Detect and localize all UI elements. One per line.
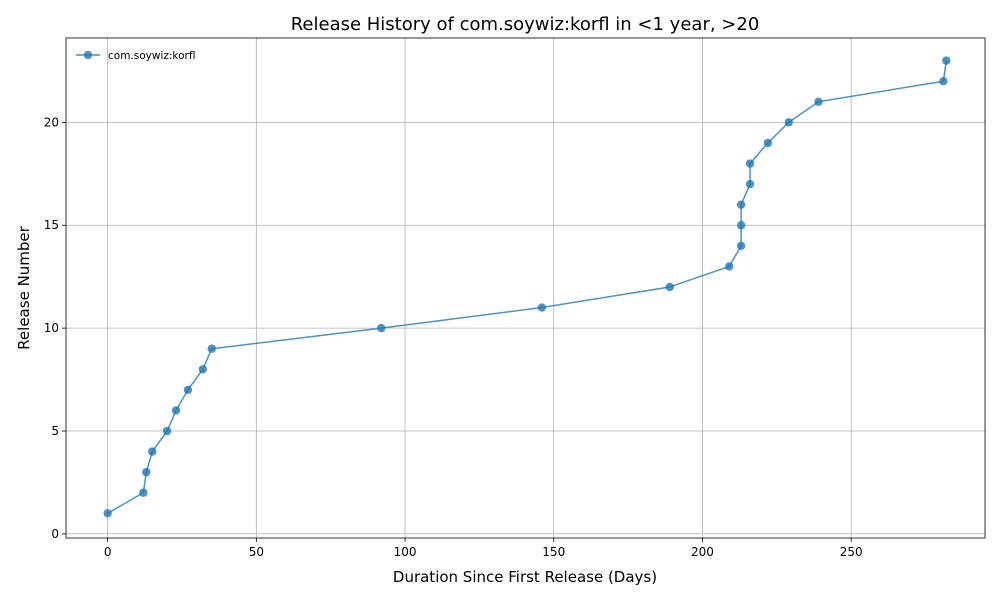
data-point	[745, 179, 755, 189]
data-point	[736, 241, 746, 251]
plot-frame	[65, 37, 986, 539]
data-point	[814, 97, 823, 106]
legend-marker	[83, 50, 93, 60]
data-point	[183, 385, 193, 395]
y-tick-label: 20	[44, 115, 59, 129]
data-point	[725, 262, 734, 271]
x-tick-label: 200	[691, 545, 714, 559]
data-point	[207, 344, 216, 353]
data-point	[377, 323, 386, 333]
x-axis-title: Duration Since First Release (Days)	[393, 568, 657, 586]
legend: com.soywiz:korfl	[76, 50, 196, 62]
data-point	[763, 138, 773, 148]
data-point	[784, 118, 793, 127]
data-point	[942, 56, 951, 65]
data-point	[162, 426, 172, 436]
y-tick-label: 15	[44, 218, 59, 232]
y-tick-label: 5	[51, 424, 59, 438]
data-point	[198, 365, 208, 374]
x-tick-label: 100	[394, 545, 417, 559]
data-point	[103, 509, 112, 518]
data-point	[665, 282, 674, 292]
data-point	[148, 447, 157, 456]
data-point	[139, 488, 148, 497]
y-tick-label: 10	[44, 321, 59, 335]
data-point	[736, 200, 746, 209]
legend-label: com.soywiz:korfl	[108, 50, 196, 62]
data-point	[939, 77, 948, 86]
data-point	[171, 406, 181, 415]
grid	[66, 38, 985, 538]
ticks: 0 50 100 150 200 250 0 5 10 15 20	[44, 115, 863, 559]
data-point	[142, 467, 151, 477]
x-tick-label: 250	[840, 545, 863, 559]
data-point	[736, 221, 746, 230]
series-layer	[103, 56, 951, 518]
x-tick-label: 0	[104, 545, 112, 559]
x-tick-label: 150	[542, 545, 565, 559]
data-point	[745, 159, 755, 168]
y-axis-title: Release Number	[15, 225, 33, 349]
chart-title: Release History of com.soywiz:korfl in <…	[291, 14, 760, 35]
y-tick-label: 0	[51, 527, 59, 541]
data-point	[537, 303, 547, 312]
x-tick-label: 50	[249, 545, 264, 559]
